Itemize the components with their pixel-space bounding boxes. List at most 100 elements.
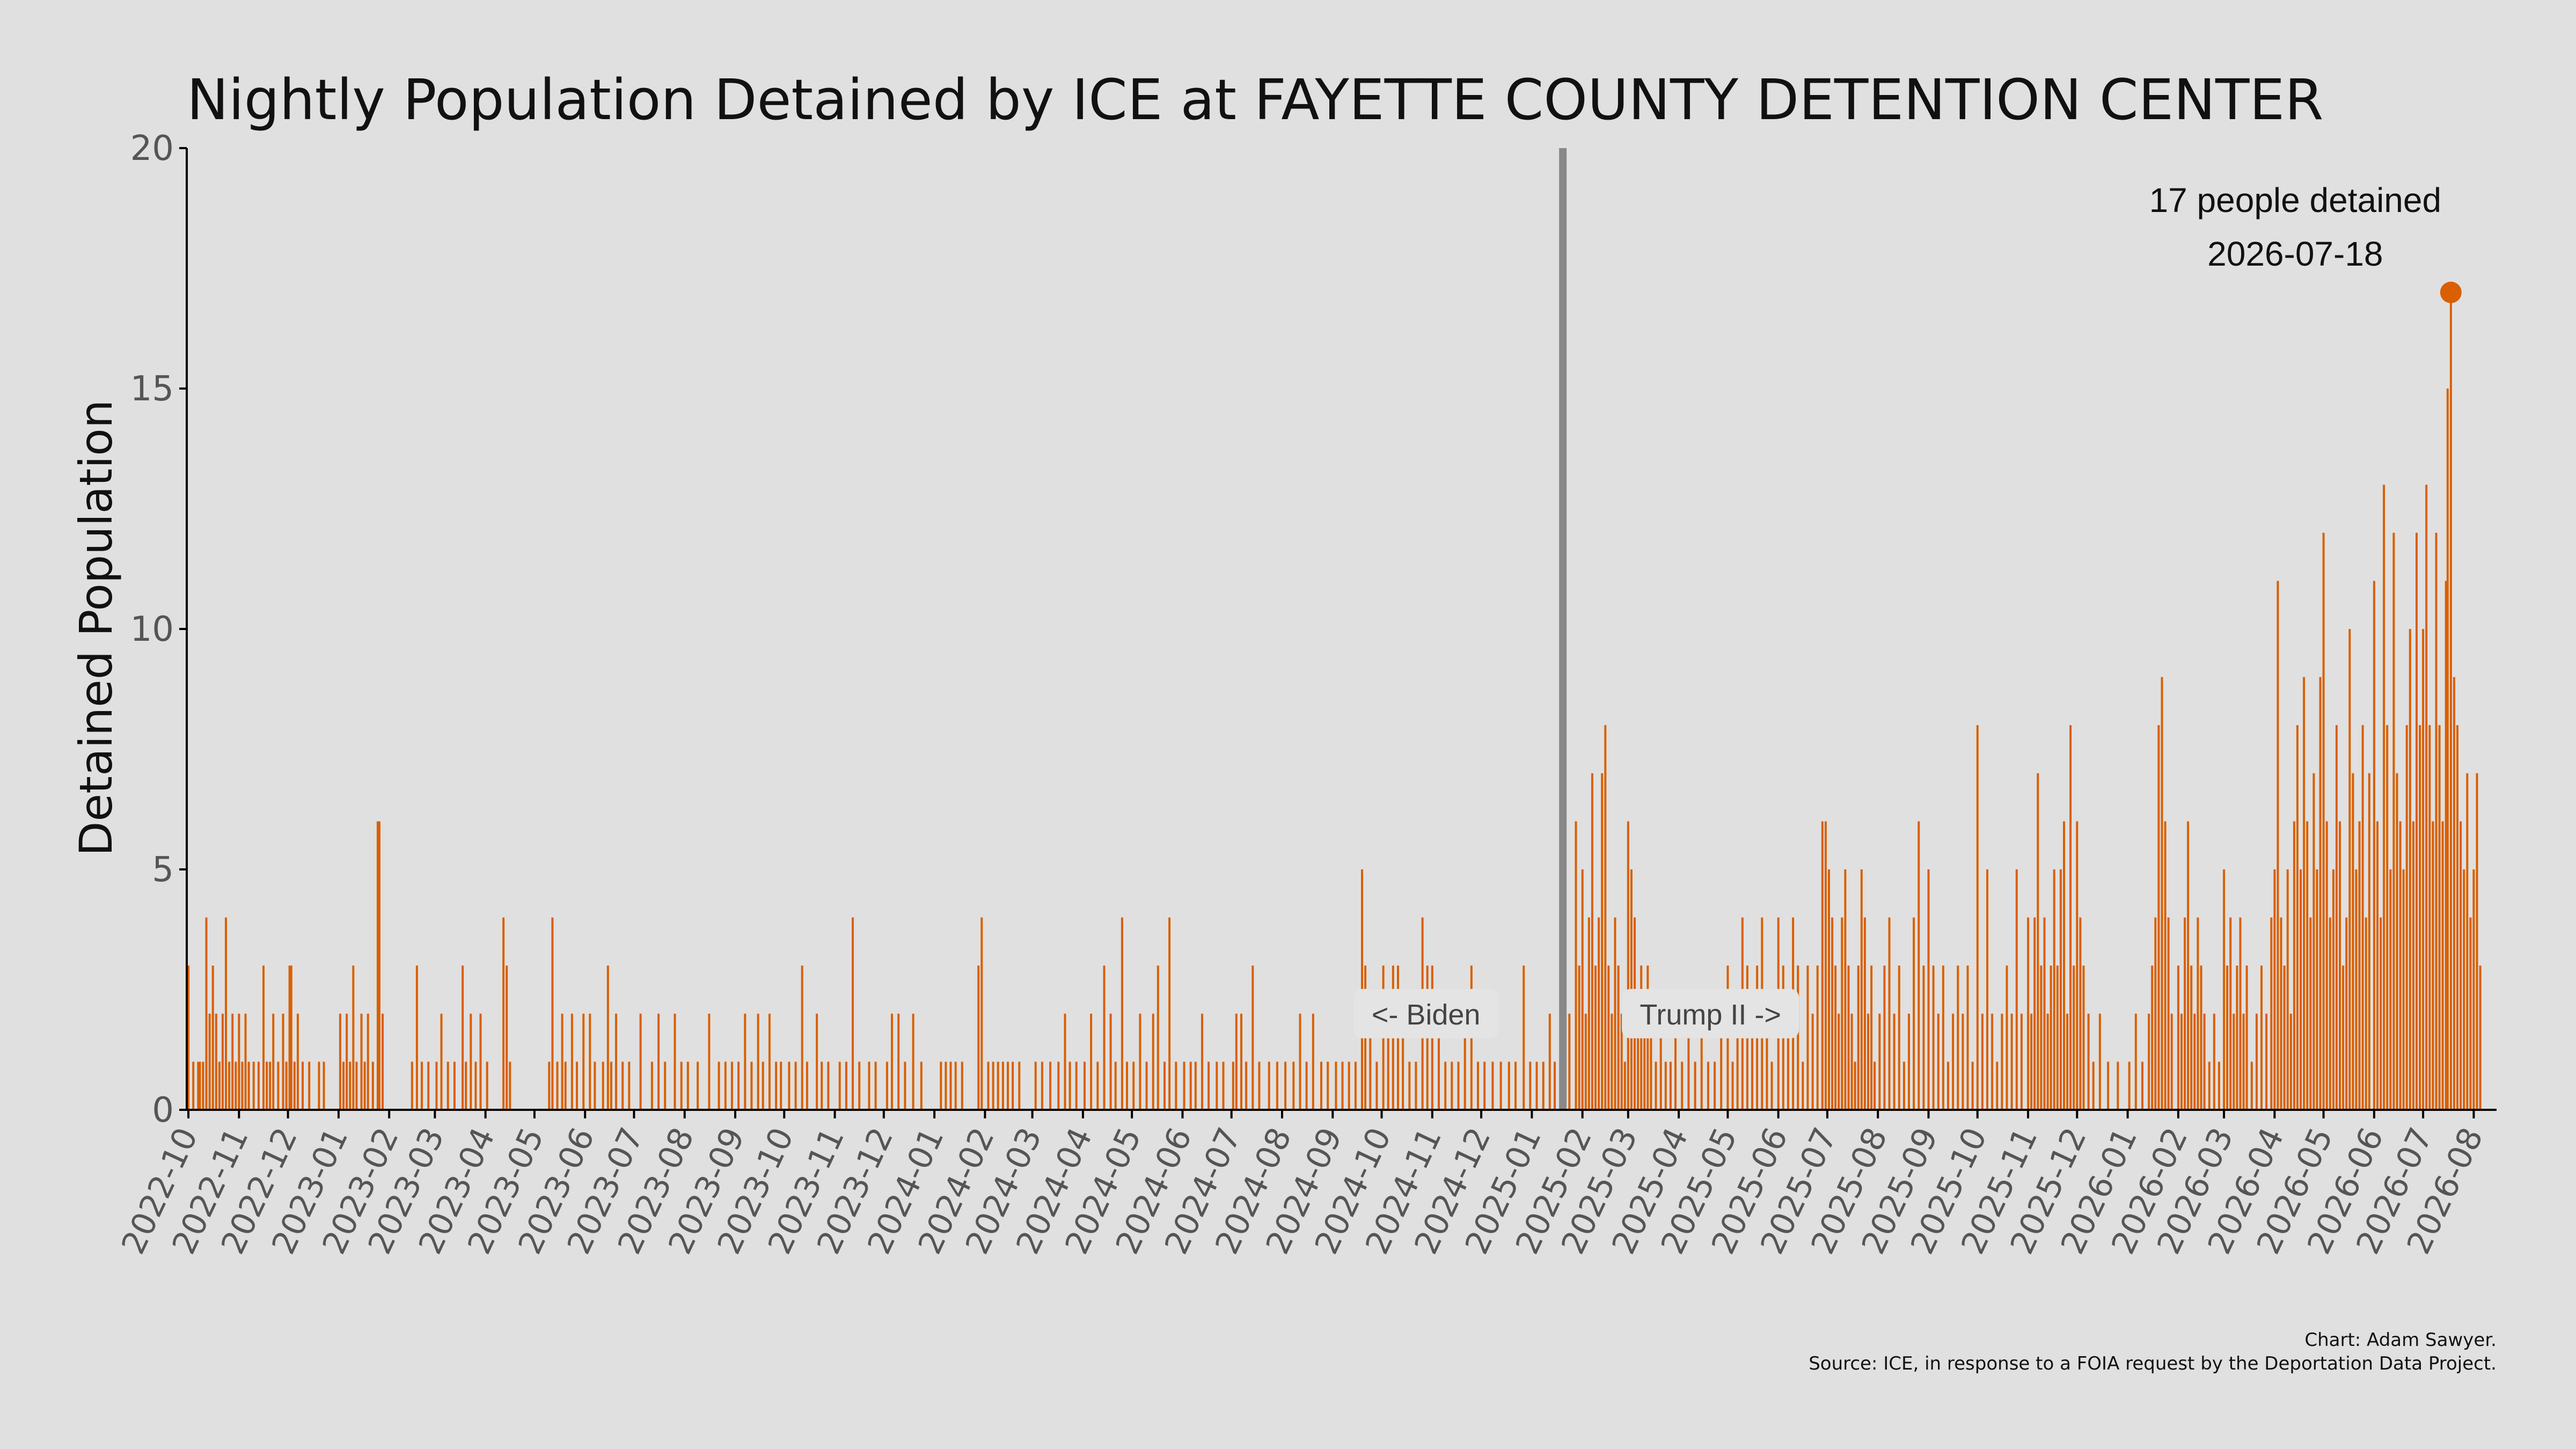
- bar-2024-03-21: [1064, 1013, 1066, 1110]
- bar-2022-10-28: [231, 1013, 234, 1110]
- bar-2024-05-28: [1175, 1062, 1177, 1110]
- bar-2025-03-01: [1627, 821, 1629, 1110]
- bar-2025-11-19: [2056, 965, 2059, 1110]
- bar-2023-01-10: [352, 965, 355, 1110]
- bar-2026-06-23: [2409, 629, 2411, 1110]
- bar-2023-05-24: [570, 1013, 573, 1110]
- bar-2025-02-17: [1607, 965, 1610, 1110]
- bar-2026-04-19: [2303, 677, 2306, 1110]
- bar-2025-11-09: [2040, 965, 2043, 1110]
- bar-2025-02-23: [1617, 965, 1620, 1110]
- bar-2024-09-24: [1369, 1013, 1372, 1110]
- bar-2024-02-06: [992, 1062, 994, 1110]
- bar-2025-06-22: [1811, 1013, 1814, 1110]
- bar-2023-04-02: [486, 1062, 488, 1110]
- bar-2025-05-28: [1770, 1062, 1773, 1110]
- bar-2024-09-15: [1354, 1062, 1357, 1110]
- bar-2024-12-27: [1523, 965, 1525, 1110]
- bar-2023-05-12: [551, 917, 554, 1110]
- bar-2022-11-22: [272, 1013, 275, 1110]
- bar-2025-07-18: [1854, 1062, 1856, 1110]
- bar-2023-12-24: [920, 1062, 923, 1110]
- bar-2023-10-28: [827, 1062, 830, 1110]
- bar-2025-04-11: [1694, 1062, 1696, 1110]
- bar-2022-10-26: [228, 1062, 231, 1110]
- bar-2024-07-02: [1232, 1062, 1234, 1110]
- bar-2026-03-30: [2270, 917, 2273, 1110]
- bar-2023-12-19: [912, 1013, 914, 1110]
- bar-2026-07-05: [2428, 725, 2431, 1110]
- bar-2022-10-22: [221, 1013, 224, 1110]
- bar-2026-06-11: [2389, 869, 2392, 1110]
- bar-2026-05-25: [2361, 725, 2364, 1110]
- bar-2026-01-24: [2164, 821, 2167, 1110]
- bar-2023-09-29: [780, 1062, 782, 1110]
- bar-2026-07-07: [2432, 821, 2434, 1110]
- bar-2026-03-09: [2236, 965, 2238, 1110]
- bar-2023-02-18: [415, 965, 418, 1110]
- bar-2026-02-11: [2193, 1013, 2196, 1110]
- bar-2026-01-20: [2157, 725, 2160, 1110]
- bar-2026-01-10: [2141, 1062, 2143, 1110]
- bar-2025-02-11: [1598, 917, 1600, 1110]
- bar-2024-03-28: [1075, 1062, 1078, 1110]
- bar-2022-11-13: [257, 1062, 260, 1110]
- y-tick-label: 20: [130, 129, 174, 169]
- bar-2026-06-29: [2419, 725, 2421, 1110]
- bar-2026-04-21: [2306, 821, 2309, 1110]
- bar-2025-08-11: [1893, 1013, 1896, 1110]
- bar-2024-11-09: [1444, 1062, 1447, 1110]
- bar-2023-12-06: [891, 1013, 893, 1110]
- bar-2024-12-18: [1507, 1062, 1510, 1110]
- bar-2025-08-20: [1908, 1013, 1910, 1110]
- bar-2024-01-18: [961, 1062, 963, 1110]
- bar-2026-07-11: [2438, 725, 2441, 1110]
- bar-2023-05-10: [548, 1062, 551, 1110]
- bar-2022-10-30: [235, 1062, 237, 1110]
- bar-2026-02-15: [2200, 965, 2202, 1110]
- bar-2025-05-16: [1751, 1013, 1753, 1110]
- bar-2023-06-07: [594, 1062, 596, 1110]
- bar-2025-07-22: [1860, 869, 1863, 1110]
- bar-2025-08-26: [1918, 821, 1920, 1110]
- bar-2026-05-27: [2365, 917, 2367, 1110]
- bar-2023-03-26: [474, 1062, 477, 1110]
- bar-2023-03-02: [435, 1062, 438, 1110]
- bar-2024-03-07: [1041, 1062, 1043, 1110]
- bar-2025-04-19: [1707, 1062, 1709, 1110]
- bar-2025-07-10: [1841, 917, 1843, 1110]
- bar-2023-01-17: [363, 1062, 366, 1110]
- bar-2025-11-29: [2073, 965, 2075, 1110]
- bar-2025-07-12: [1844, 869, 1847, 1110]
- bar-2024-08-08: [1292, 1062, 1295, 1110]
- bar-2024-08-16: [1305, 1062, 1308, 1110]
- bar-2025-11-23: [2063, 821, 2065, 1110]
- bar-2026-07-16: [2446, 389, 2449, 1110]
- bar-2026-03-11: [2239, 917, 2242, 1110]
- bar-2022-10-12: [205, 917, 208, 1110]
- bar-2025-06-19: [1806, 965, 1809, 1110]
- bar-2026-07-09: [2435, 532, 2438, 1110]
- bar-2024-07-18: [1258, 1062, 1261, 1110]
- bar-2026-04-09: [2286, 869, 2289, 1110]
- y-tick-label: 15: [130, 369, 174, 409]
- bar-2025-07-04: [1831, 917, 1834, 1110]
- bar-2025-02-07: [1591, 773, 1593, 1110]
- bar-2026-02-17: [2203, 1013, 2206, 1110]
- bar-2023-10-24: [821, 1062, 823, 1110]
- bar-2023-11-04: [838, 1062, 841, 1110]
- credit-source: Source: ICE, in response to a FOIA reque…: [1809, 1353, 2497, 1374]
- bar-2025-11-01: [2027, 917, 2030, 1110]
- bar-2024-08-12: [1299, 1013, 1301, 1110]
- bar-2025-07-28: [1870, 965, 1873, 1110]
- era-label-before: <- Biden: [1372, 999, 1481, 1031]
- bar-2026-04-25: [2312, 773, 2315, 1110]
- bar-2025-12-03: [2079, 917, 2082, 1110]
- bar-2024-01-30: [980, 917, 983, 1110]
- bar-2026-02-13: [2197, 917, 2199, 1110]
- bar-2026-07-20: [2453, 677, 2455, 1110]
- bar-2026-03-13: [2242, 1013, 2245, 1110]
- bar-2024-06-06: [1189, 1062, 1192, 1110]
- bar-2025-03-27: [1669, 1062, 1672, 1110]
